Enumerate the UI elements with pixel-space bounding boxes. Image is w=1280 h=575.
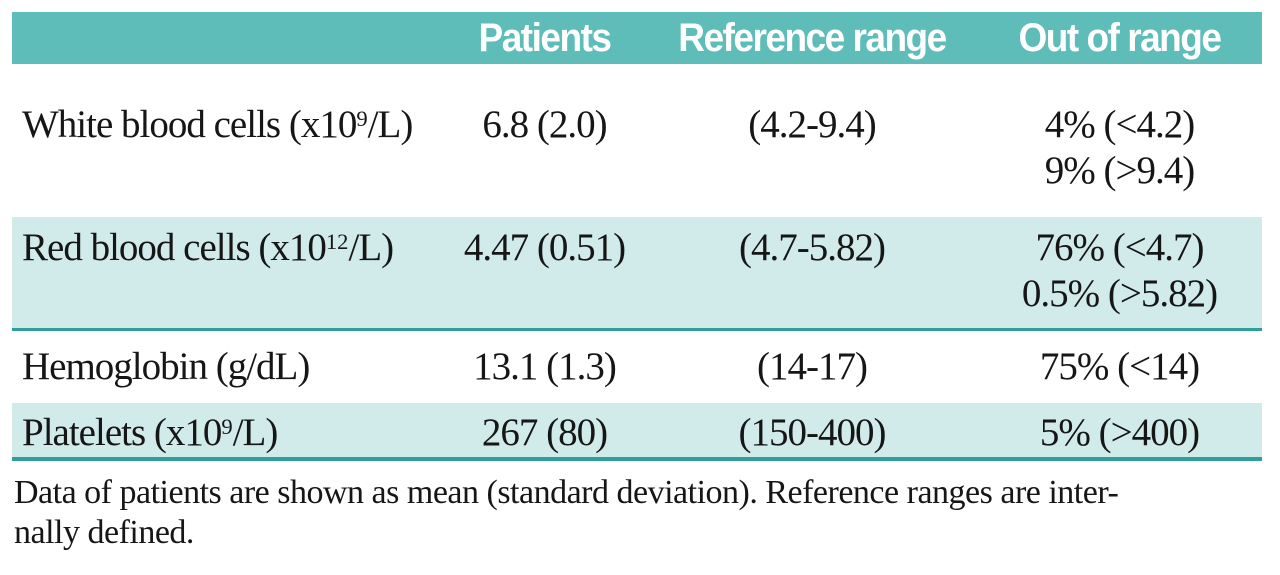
- out-of-range-value: 5% (>400): [977, 410, 1262, 461]
- out-of-range-value: 76% (<4.7) 0.5% (>5.82): [977, 225, 1262, 328]
- out-of-range-line1: 5% (>400): [1039, 411, 1200, 454]
- reference-range-value: (150-400): [738, 411, 887, 454]
- reference-range-value: (4.2-9.4): [748, 103, 876, 146]
- footnote-line2: nally defined.: [14, 514, 194, 551]
- table-row-platelets: Platelets (x109/L) 267 (80) (150-400) 5%…: [12, 403, 1262, 461]
- table-row-hemoglobin: Hemoglobin (g/dL) 13.1 (1.3) (14-17) 75%…: [12, 331, 1262, 403]
- out-of-range-line1: 75% (<14): [1039, 345, 1200, 388]
- out-of-range-value: 75% (<14): [977, 344, 1262, 403]
- reference-range-value: (4.7-5.82): [739, 226, 886, 269]
- row-label-post: /L): [367, 103, 414, 146]
- row-label-superscript: 9: [221, 413, 233, 439]
- lab-values-table-figure: Patients Reference range Out of range Wh…: [12, 12, 1262, 553]
- out-of-range-line2: 9% (>9.4): [1044, 149, 1195, 192]
- out-of-range-line2: 0.5% (>5.82): [1021, 272, 1218, 315]
- row-label-pre: Hemoglobin (g/dL): [22, 345, 310, 388]
- table-header-row: Patients Reference range Out of range: [12, 12, 1262, 64]
- patients-value: 4.47 (0.51): [463, 226, 626, 269]
- out-of-range-line1: 4% (<4.2): [1044, 103, 1195, 146]
- row-label-pre: Red blood cells (x10: [22, 226, 327, 269]
- row-label: Platelets (x109/L): [12, 410, 442, 461]
- table-row-white-blood-cells: White blood cells (x109/L) 6.8 (2.0) (4.…: [12, 64, 1262, 217]
- row-label-post: /L): [348, 226, 394, 269]
- row-label-pre: White blood cells (x10: [22, 103, 357, 146]
- patients-value: 6.8 (2.0): [482, 103, 607, 146]
- table-footnote: Data of patients are shown as mean (stan…: [12, 473, 1262, 553]
- footnote-line1: Data of patients are shown as mean (stan…: [14, 474, 1119, 511]
- patients-value: 267 (80): [481, 411, 608, 454]
- reference-range-value: (14-17): [757, 345, 868, 388]
- row-label-post: /L): [232, 411, 279, 454]
- row-label-pre: Platelets (x10: [22, 411, 222, 454]
- header-reference-range: Reference range: [678, 15, 947, 60]
- header-patients: Patients: [478, 15, 612, 60]
- row-label: Hemoglobin (g/dL): [12, 344, 442, 403]
- out-of-range-value: 4% (<4.2) 9% (>9.4): [977, 102, 1262, 217]
- row-label-superscript: 12: [325, 228, 349, 254]
- patients-value: 13.1 (1.3): [473, 345, 617, 388]
- row-label-superscript: 9: [356, 105, 368, 131]
- table-row-red-blood-cells: Red blood cells (x1012/L) 4.47 (0.51) (4…: [12, 217, 1262, 331]
- row-label: White blood cells (x109/L): [12, 102, 442, 217]
- header-out-of-range: Out of range: [1018, 15, 1222, 60]
- row-label: Red blood cells (x1012/L): [12, 225, 442, 328]
- out-of-range-line1: 76% (<4.7): [1035, 226, 1205, 269]
